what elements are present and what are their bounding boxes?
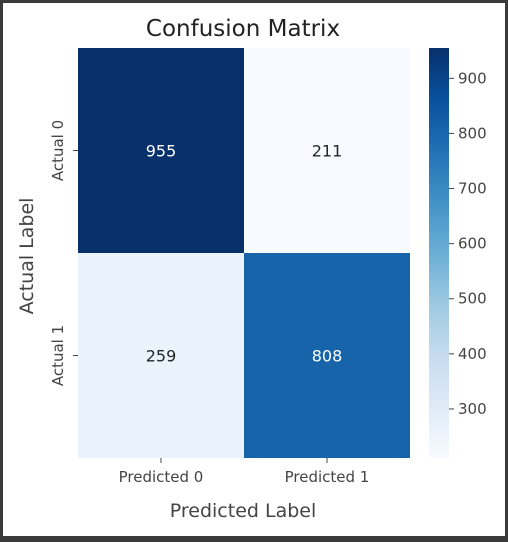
cell-value-r1-c0: 259 [146, 347, 177, 366]
confusion-matrix-chart: Confusion Matrix 955 211 259 808 Predicted … [16, 16, 487, 522]
colorbar-tick-label-5: 800 [458, 124, 487, 142]
colorbar-tick-label-0: 300 [458, 400, 487, 418]
x-tick-label-1: Predicted 1 [285, 468, 370, 486]
cell-r0-c1 [244, 48, 410, 253]
cell-r1-c0 [78, 253, 244, 458]
y-tick-label-0: Actual 0 [49, 120, 67, 181]
colorbar-tick-label-3: 600 [458, 235, 487, 253]
cell-value-r1-c1: 808 [312, 347, 343, 366]
cell-value-r0-c0: 955 [146, 142, 177, 161]
chart-title: Confusion Matrix [146, 16, 340, 42]
cell-value-r0-c1: 211 [312, 142, 343, 161]
x-axis-label: Predicted Label [170, 500, 317, 522]
x-tick-label-0: Predicted 0 [119, 468, 204, 486]
colorbar-tick-label-6: 900 [458, 69, 487, 87]
cell-r0-c0 [78, 48, 244, 253]
colorbar-ticks: 300 400 500 600 700 800 900 [449, 69, 487, 418]
colorbar-tick-label-4: 700 [458, 180, 487, 198]
x-axis-ticks: Predicted 0 Predicted 1 [119, 458, 370, 486]
heatmap-cells [78, 48, 410, 458]
y-axis-ticks: Actual 0 Actual 1 [49, 120, 78, 386]
cell-r1-c1 [244, 253, 410, 458]
y-axis-label: Actual Label [16, 198, 38, 315]
y-tick-label-1: Actual 1 [49, 325, 67, 386]
colorbar-tick-label-1: 400 [458, 345, 487, 363]
colorbar [429, 48, 449, 458]
colorbar-tick-label-2: 500 [458, 290, 487, 308]
figure-frame: Confusion Matrix 955 211 259 808 Predicted … [3, 3, 505, 536]
heatmap-cell-labels: 955 211 259 808 [146, 142, 343, 366]
